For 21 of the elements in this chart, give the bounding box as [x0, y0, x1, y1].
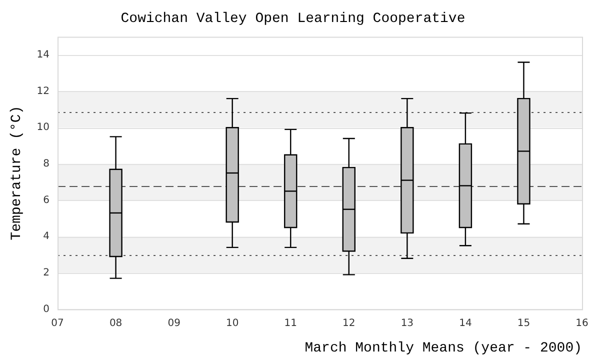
x-tick-label: 13 — [400, 318, 414, 329]
x-tick-label: 16 — [576, 318, 588, 329]
y-tick-label: 12 — [36, 86, 50, 97]
x-tick-label: 12 — [342, 318, 356, 329]
y-tick-label: 0 — [43, 304, 50, 315]
y-tick-label: 2 — [43, 267, 50, 278]
x-axis-title: March Monthly Means (year - 2000) — [304, 340, 582, 356]
y-tick-label: 14 — [36, 50, 50, 61]
y-tick-label: 6 — [43, 194, 50, 206]
y-tick-label: 10 — [36, 122, 50, 134]
x-tick-label: 09 — [168, 318, 180, 329]
y-tick-label: 4 — [43, 231, 50, 242]
x-tick-label: 08 — [109, 318, 122, 329]
y-tick-label: 8 — [43, 158, 50, 170]
x-tick-label: 14 — [459, 318, 472, 329]
x-tick-label: 11 — [284, 318, 297, 329]
x-tick-label: 10 — [226, 318, 239, 329]
x-tick-label: 15 — [517, 318, 530, 329]
chart-title: Cowichan Valley Open Learning Cooperative — [120, 11, 466, 28]
y-axis-title: Temperature (°C) — [9, 106, 26, 240]
x-tick-label: 07 — [51, 318, 64, 329]
